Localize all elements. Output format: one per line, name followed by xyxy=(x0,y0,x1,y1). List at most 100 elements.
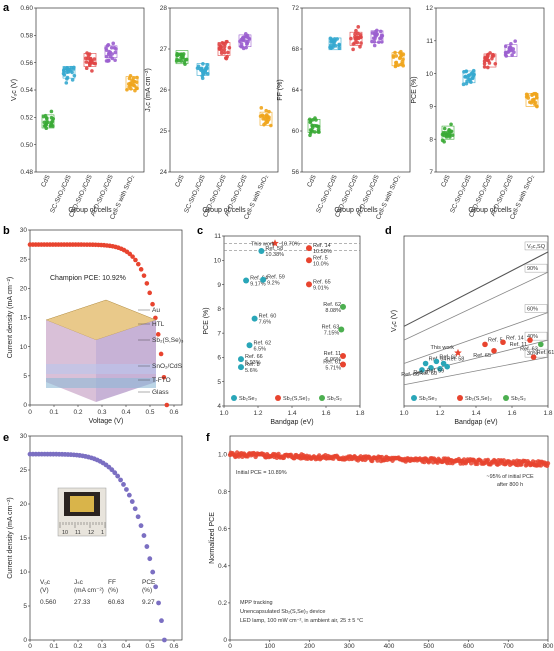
data-point xyxy=(239,42,244,46)
data-point xyxy=(491,347,497,354)
data-point xyxy=(354,28,358,33)
data-point xyxy=(308,133,312,138)
x-tick-label: 1.6 xyxy=(507,410,516,417)
data-point xyxy=(238,356,244,363)
condition-text: LED lamp, 100 mW cm⁻², in ambient air, 2… xyxy=(240,618,363,624)
data-point xyxy=(447,133,451,137)
data-point xyxy=(442,133,446,138)
panel-label-f: f xyxy=(206,432,210,444)
y-tick-label: 15 xyxy=(20,315,28,322)
legend-marker xyxy=(411,395,417,401)
data-point xyxy=(259,106,264,110)
data-point xyxy=(316,127,321,132)
y-tick-label: 27 xyxy=(160,46,168,53)
x-tick-label: 0.4 xyxy=(121,409,130,416)
efficiency-line xyxy=(403,312,549,364)
data-point xyxy=(340,352,346,359)
data-point xyxy=(337,42,341,47)
jv-point xyxy=(144,281,150,286)
data-point xyxy=(314,118,318,122)
data-point xyxy=(442,126,447,131)
data-point xyxy=(428,364,434,371)
y-tick-label: 0.8 xyxy=(218,489,227,496)
ruler-label: 1 xyxy=(101,530,104,536)
data-point xyxy=(222,50,227,55)
data-point xyxy=(349,36,353,41)
line-label-box xyxy=(524,331,548,341)
data-point xyxy=(251,315,258,322)
x-tick-label: 1.8 xyxy=(543,410,552,417)
data-point xyxy=(62,73,67,77)
data-point xyxy=(533,91,538,96)
data-point xyxy=(66,67,70,71)
x-tick-label: 0.6 xyxy=(169,643,178,650)
line-label: 90% xyxy=(527,266,538,272)
data-point xyxy=(464,81,469,86)
legend-label: Sb₂(S,Se)₃ xyxy=(465,396,492,402)
data-point xyxy=(263,121,268,126)
y-tick-label: 30 xyxy=(20,227,28,234)
y-tick-label: 10 xyxy=(426,71,434,78)
y-tick-label: 12 xyxy=(426,5,434,12)
point-label: Ref. 63 xyxy=(322,325,340,331)
y-tick-label: 10 xyxy=(214,257,222,264)
data-point xyxy=(329,43,333,48)
data-point xyxy=(86,53,91,58)
point-label: 6.06% xyxy=(325,357,341,363)
data-point xyxy=(511,47,516,51)
data-point xyxy=(238,364,244,371)
data-point xyxy=(378,29,383,34)
data-point xyxy=(84,66,89,71)
x-axis-label: Group of cells xyxy=(68,207,112,214)
legend-marker xyxy=(275,395,281,401)
stability-point xyxy=(545,461,551,466)
y-tick-label: 24 xyxy=(160,169,168,176)
data-point xyxy=(65,75,70,80)
y-tick-label: 0.52 xyxy=(20,115,33,122)
panel-label-a: a xyxy=(3,2,10,14)
x-tick-label: 100 xyxy=(264,643,275,650)
data-point xyxy=(482,61,487,66)
data-point xyxy=(264,108,268,113)
box-plot xyxy=(462,70,476,84)
x-tick-label: CdS xyxy=(174,173,186,188)
y-tick-label: 28 xyxy=(160,5,168,12)
point-label: Ref. 11 xyxy=(510,342,527,348)
data-point xyxy=(401,63,406,68)
data-point xyxy=(444,363,451,370)
data-point xyxy=(526,96,531,100)
x-tick-label: 600 xyxy=(463,643,474,650)
point-label: 5.71% xyxy=(325,365,341,371)
condition-text: Unencapsulated Sb₂(S,Se)₃ device xyxy=(240,609,325,615)
x-tick-label: 0.5 xyxy=(145,643,154,650)
data-point xyxy=(306,245,312,252)
y-axis-label: Jₛc (mA cm⁻²) xyxy=(145,68,152,112)
retention-label: ~95% of initial PCE xyxy=(486,474,534,480)
data-point xyxy=(419,367,425,373)
point-label: 10.50% xyxy=(313,249,332,255)
legend-marker xyxy=(457,395,463,401)
data-point xyxy=(534,95,539,100)
point-label: Ref. 58 xyxy=(265,246,283,252)
data-point xyxy=(113,58,117,63)
data-point xyxy=(503,50,508,55)
point-label: Ref. 60 xyxy=(419,371,437,377)
point-label: Ref. 8 xyxy=(413,370,428,376)
data-point xyxy=(269,123,273,128)
data-point xyxy=(379,33,384,38)
data-point xyxy=(449,122,453,127)
data-point xyxy=(49,120,54,125)
y-tick-label: 7 xyxy=(429,169,433,176)
y-tick-label: 11 xyxy=(426,38,433,45)
data-point xyxy=(62,66,67,71)
jv-point xyxy=(155,332,161,337)
jv-point xyxy=(135,514,141,520)
this-work-label: This work xyxy=(430,345,454,351)
data-point xyxy=(244,45,248,50)
jv-point xyxy=(164,402,170,408)
point-label: Ref. 61 xyxy=(323,359,341,365)
data-point xyxy=(93,61,98,66)
data-point xyxy=(134,80,139,84)
x-tick-label: 0.3 xyxy=(97,409,106,416)
